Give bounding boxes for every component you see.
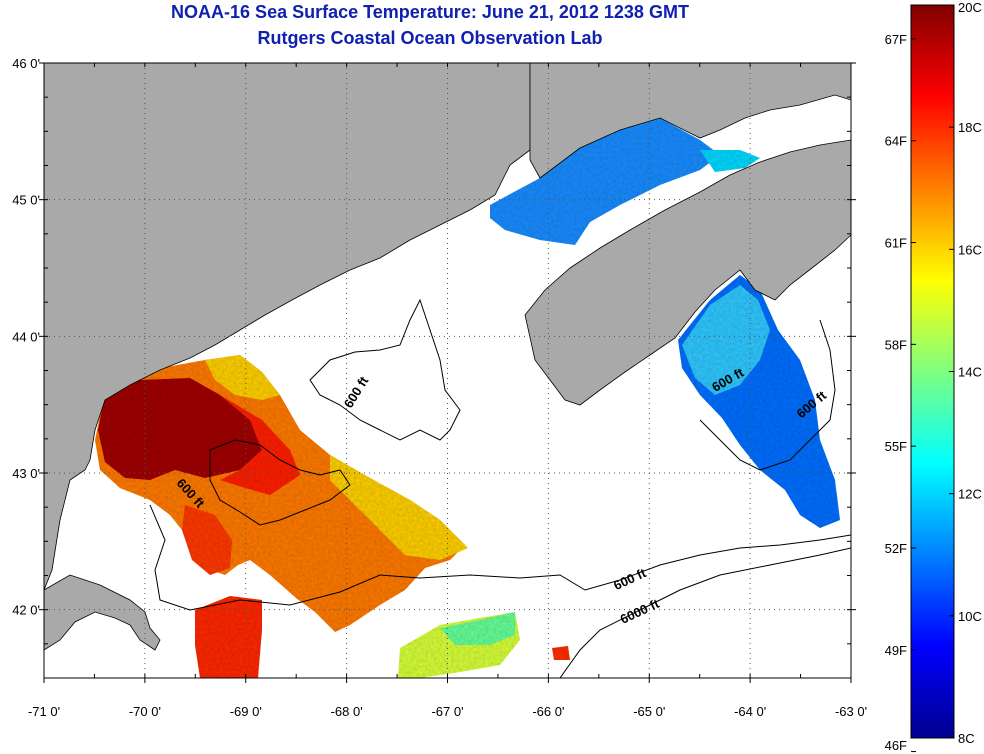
lon-tick-label: -70 0' [129,704,161,719]
lon-tick-label: -63 0' [835,704,867,719]
colorbar-fahrenheit-ticks: 67F 64F 61F 58F 55F 52F 49F 46F [885,32,916,753]
colorbar-f-label: 61F [885,236,907,251]
latitude-axis: 46 0' 45 0' 44 0' 43 0' 42 0' [12,56,856,679]
sst-patch-southwest [195,596,262,678]
contour-600ft-west [149,504,851,611]
lat-tick-label: 44 0' [12,329,40,344]
colorbar-c-label: 8C [958,731,975,746]
map-subtitle: Rutgers Coastal Ocean Observation Lab [257,28,603,48]
contour-600ft-east [699,319,836,471]
contour-600ft-south [209,439,351,526]
land-new-brunswick [529,63,851,179]
colorbar-c-label: 20C [958,0,982,15]
colorbar-f-label: 49F [885,643,907,658]
colorbar-c-label: 16C [958,242,982,257]
colorbar-f-label: 64F [885,134,907,149]
colorbar-f-label: 58F [885,337,907,352]
longitude-axis: -71 0' -70 0' -69 0' -68 0' -67 0' -66 0' -65 … [28,63,867,719]
sst-patch-minas-basin [700,150,760,172]
sst-patch-georges-green [440,612,515,645]
sst-patch-scotian-cyan [682,285,770,395]
lon-tick-label: -71 0' [28,704,60,719]
lon-tick-label: -67 0' [431,704,463,719]
colorbar-f-label: 67F [885,32,907,47]
lat-tick-label: 45 0' [12,193,40,208]
land-layer [44,63,851,651]
lat-tick-label: 42 0' [12,603,40,618]
map-title: NOAA-16 Sea Surface Temperature: June 21… [171,2,689,22]
lon-tick-label: -66 0' [532,704,564,719]
colorbar [910,4,955,739]
lat-tick-label: 46 0' [12,56,40,71]
land-nova-scotia [524,139,851,406]
land-cape-cod [44,574,161,651]
contour-600ft-central [309,298,461,441]
lon-tick-label: -68 0' [331,704,363,719]
land-new-england [44,63,531,591]
lon-tick-label: -64 0' [734,704,766,719]
sst-patch-small-red [552,646,570,660]
lat-tick-label: 43 0' [12,466,40,481]
colorbar-celsius-ticks: 20C 18C 16C 14C 12C 10C 8C [949,0,982,746]
sst-patch-yellow-east [330,455,468,560]
sst-patch-cape-cod-bay [182,505,232,575]
bathymetry-contours [149,298,851,678]
colorbar-c-label: 14C [958,365,982,380]
lon-tick-label: -69 0' [230,704,262,719]
contour-6000ft [559,547,851,678]
lon-tick-label: -65 0' [633,704,665,719]
sst-patch-dark-red-core [98,378,262,480]
colorbar-f-label: 55F [885,439,907,454]
sst-patch-yellow-north [205,355,280,400]
colorbar-c-label: 12C [958,487,982,502]
colorbar-c-label: 18C [958,120,982,135]
colorbar-f-label: 52F [885,541,907,556]
sst-patch-bay-of-fundy [490,118,720,245]
colorbar-f-label: 46F [885,738,907,753]
colorbar-c-label: 10C [958,609,982,624]
